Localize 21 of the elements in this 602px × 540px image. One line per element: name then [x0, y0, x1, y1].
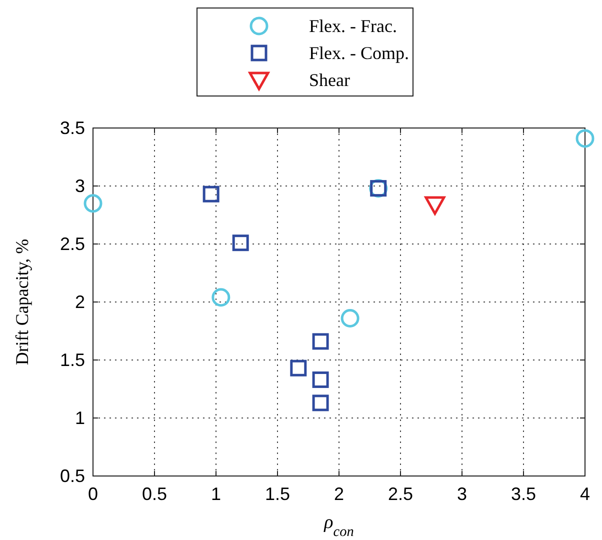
y-tick-label: 1.5: [60, 350, 85, 370]
x-tick-label: 1.5: [264, 484, 290, 504]
y-tick-label: 2.5: [60, 234, 85, 254]
y-tick-label: 2: [74, 292, 85, 312]
x-tick-label: 4: [580, 484, 590, 504]
legend-label: Flex. - Comp.: [309, 43, 410, 63]
x-tick-label: 2: [334, 484, 344, 504]
x-tick-label: 3: [456, 484, 468, 504]
x-tick-label: 0: [88, 484, 98, 504]
x-tick-label: 2.5: [388, 484, 414, 504]
y-axis-title: Drift Capacity, %: [12, 238, 32, 366]
x-tick-label: 0.5: [142, 484, 168, 504]
x-tick-label: 1: [210, 484, 222, 504]
x-axis-title: ρ$_{con}$: [323, 512, 354, 540]
legend-label: Flex. - Frac.: [309, 16, 397, 36]
legend-label: Shear: [309, 70, 350, 90]
y-tick-label: 1: [74, 408, 85, 428]
y-tick-label: 3.5: [60, 118, 85, 138]
y-tick-label: 0.5: [60, 466, 85, 486]
y-tick-label: 3: [74, 176, 85, 196]
x-tick-label: 3.5: [510, 484, 536, 504]
